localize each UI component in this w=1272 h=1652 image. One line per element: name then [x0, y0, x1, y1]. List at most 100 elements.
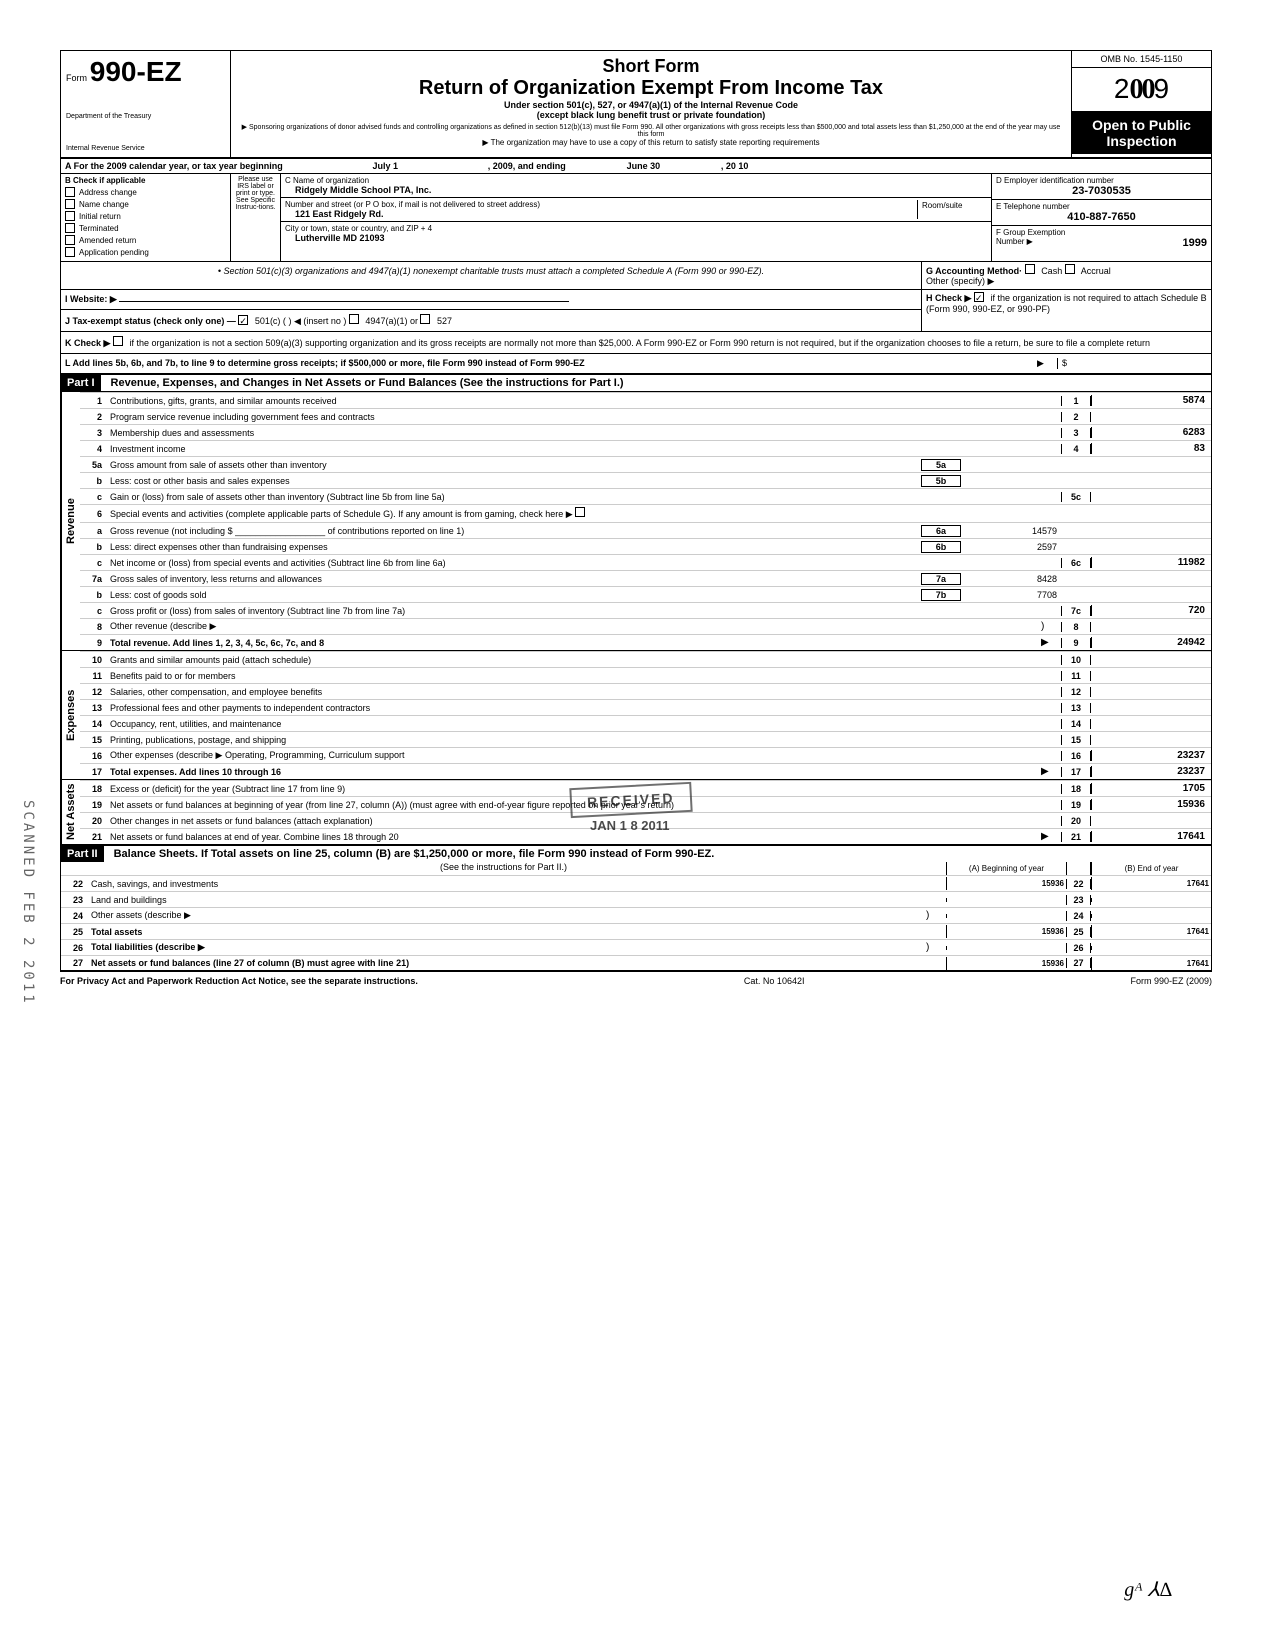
- j-527: 527: [437, 316, 452, 326]
- check-k[interactable]: [113, 336, 123, 346]
- e-label: E Telephone number: [996, 202, 1207, 211]
- check-amended-label: Amended return: [79, 236, 136, 245]
- omb-number: OMB No. 1545-1150: [1072, 51, 1211, 68]
- check-h[interactable]: ✓: [974, 292, 984, 302]
- line-5a: Gross amount from sale of assets other t…: [110, 458, 921, 472]
- line-7a: Gross sales of inventory, less returns a…: [110, 572, 921, 586]
- h-label: H Check ▶: [926, 293, 971, 303]
- group-value: 1999: [1183, 237, 1207, 249]
- expenses-label: Expenses: [61, 651, 80, 779]
- year-prefix: 2: [1114, 73, 1130, 104]
- check-name-label: Name change: [79, 200, 129, 209]
- g-accrual: Accrual: [1081, 266, 1111, 276]
- check-cash[interactable]: [1025, 264, 1035, 274]
- row-a-label: A For the 2009 calendar year, or tax yea…: [65, 161, 283, 171]
- bal-27-a: 15936: [946, 957, 1066, 970]
- signature: gᴬ ⅄∆: [1124, 1577, 1172, 1602]
- check-address[interactable]: [65, 187, 75, 197]
- bal-24-a: [946, 914, 1066, 918]
- line-17-val: 23237: [1091, 766, 1211, 777]
- f-label: F Group Exemption: [996, 228, 1207, 237]
- k-text: if the organization is not a section 509…: [129, 338, 1150, 348]
- open-text: Open to Public: [1077, 117, 1206, 133]
- part1-label: Part I: [61, 375, 101, 391]
- open-public: Open to Public Inspection: [1072, 112, 1211, 154]
- line-5c: Gain or (loss) from sale of assets other…: [110, 490, 1061, 504]
- cat-no: Cat. No 10642I: [744, 976, 805, 986]
- check-527[interactable]: [420, 314, 430, 324]
- line-18-val: 1705: [1091, 783, 1211, 794]
- part2-title: Balance Sheets. If Total assets on line …: [114, 848, 715, 860]
- check-4947[interactable]: [349, 314, 359, 324]
- part1-title: Revenue, Expenses, and Changes in Net As…: [111, 377, 624, 389]
- bal-25: Total assets: [91, 927, 142, 937]
- j-label: J Tax-exempt status (check only one) —: [65, 316, 236, 326]
- line-9: Total revenue. Add lines 1, 2, 3, 4, 5c,…: [110, 638, 324, 648]
- check-initial-label: Initial return: [79, 212, 121, 221]
- under-section: Under section 501(c), 527, or 4947(a)(1)…: [241, 100, 1061, 110]
- row-a-mid: , 2009, and ending: [488, 161, 566, 171]
- check-initial[interactable]: [65, 211, 75, 221]
- form-number: 990-EZ: [90, 56, 182, 87]
- line-17: Total expenses. Add lines 10 through 16: [110, 767, 281, 777]
- check-terminated[interactable]: [65, 223, 75, 233]
- j-insert: ) ◀ (insert no ): [288, 316, 346, 326]
- bal-25-b: 17641: [1091, 925, 1211, 938]
- scanned-stamp: SCANNED FEB 2 2011: [20, 800, 36, 1006]
- line-19-val: 15936: [1091, 799, 1211, 810]
- bal-22-b: 17641: [1091, 877, 1211, 890]
- date-stamp: JAN 1 8 2011: [590, 818, 670, 833]
- line-10: Grants and similar amounts paid (attach …: [110, 653, 1061, 667]
- check-amended[interactable]: [65, 235, 75, 245]
- line-21: Net assets or fund balances at end of ye…: [110, 830, 1041, 844]
- line-4: Investment income: [110, 442, 1061, 456]
- please-use: Please use IRS label or print or type. S…: [231, 174, 281, 261]
- dept-irs: Internal Revenue Service: [66, 145, 225, 152]
- check-gaming[interactable]: [575, 507, 585, 517]
- line-15: Printing, publications, postage, and shi…: [110, 733, 1061, 747]
- bal-27: Net assets or fund balances (line 27 of …: [91, 958, 409, 968]
- line-21-val: 17641: [1091, 831, 1211, 842]
- line-3-val: 6283: [1091, 427, 1211, 438]
- may-use-text: ▶ The organization may have to use a cop…: [241, 138, 1061, 147]
- received-stamp: RECEIVED: [569, 782, 692, 818]
- short-form-title: Short Form: [241, 56, 1061, 77]
- col-b-checkboxes: B Check if applicable Address change Nam…: [61, 174, 231, 261]
- d-label: D Employer identification number: [996, 176, 1207, 185]
- line-1: Contributions, gifts, grants, and simila…: [110, 394, 1061, 408]
- col-a-header: (A) Beginning of year: [946, 862, 1066, 875]
- form-footer: Form 990-EZ (2009): [1130, 976, 1212, 986]
- line-13: Professional fees and other payments to …: [110, 701, 1061, 715]
- bal-22-a: 15936: [946, 877, 1066, 890]
- bal-26: Total liabilities (describe ▶: [91, 942, 205, 952]
- line-11: Benefits paid to or for members: [110, 669, 1061, 683]
- j-4947: 4947(a)(1) or: [365, 316, 418, 326]
- form-label: Form: [66, 73, 87, 83]
- check-501c[interactable]: ✓: [238, 315, 248, 325]
- line-16: Other expenses (describe ▶ Operating, Pr…: [110, 748, 1061, 763]
- inspection-text: Inspection: [1077, 133, 1206, 149]
- row-a: A For the 2009 calendar year, or tax yea…: [61, 159, 1211, 174]
- except-text: (except black lung benefit trust or priv…: [241, 110, 1061, 120]
- check-pending[interactable]: [65, 247, 75, 257]
- l-label: L Add lines 5b, 6b, and 7b, to line 9 to…: [65, 358, 1037, 369]
- bal-24: Other assets (describe ▶: [91, 908, 926, 923]
- line-7b-val: 7708: [961, 590, 1061, 600]
- netassets-label: Net Assets: [61, 780, 80, 844]
- return-title: Return of Organization Exempt From Incom…: [241, 77, 1061, 100]
- check-terminated-label: Terminated: [79, 224, 119, 233]
- header-center: Short Form Return of Organization Exempt…: [231, 51, 1071, 157]
- city-label: City or town, state or country, and ZIP …: [285, 224, 987, 233]
- check-accrual[interactable]: [1065, 264, 1075, 274]
- dept-treasury: Department of the Treasury: [66, 113, 225, 120]
- line-2: Program service revenue including govern…: [110, 410, 1061, 424]
- org-name: Ridgely Middle School PTA, Inc.: [295, 185, 987, 195]
- street-label: Number and street (or P O box, if mail i…: [285, 200, 917, 209]
- g-cash: Cash: [1041, 266, 1062, 276]
- line-6a-val: 14579: [961, 526, 1061, 536]
- check-name[interactable]: [65, 199, 75, 209]
- row-a-year: , 20 10: [721, 161, 749, 171]
- bal-26-a: [946, 946, 1066, 950]
- line-9-val: 24942: [1091, 637, 1211, 648]
- revenue-label: Revenue: [61, 392, 80, 650]
